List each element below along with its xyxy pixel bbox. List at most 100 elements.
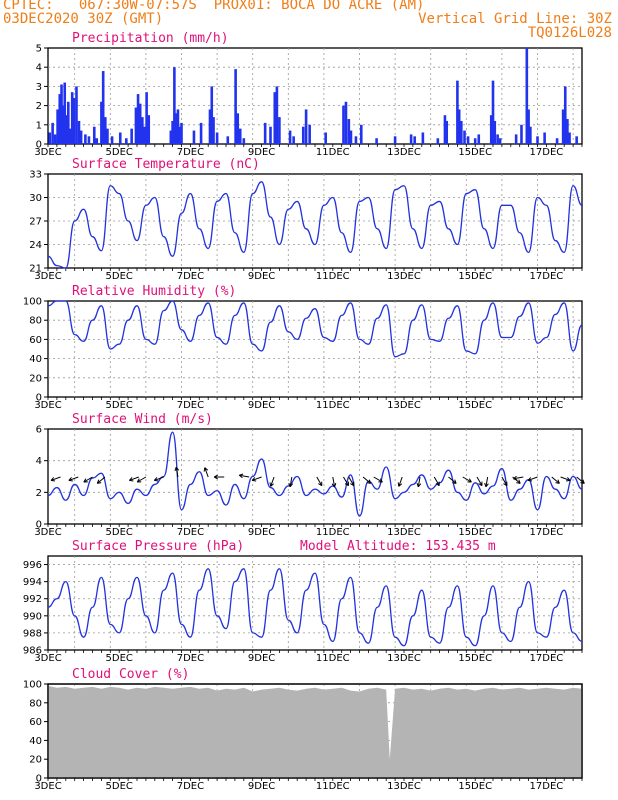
x-tick-label: 7DEC xyxy=(177,781,204,792)
precip-bar xyxy=(543,132,546,144)
x-tick-label: 17DEC xyxy=(530,781,564,792)
wind-arrow xyxy=(343,476,349,487)
wind-arrow xyxy=(136,476,147,483)
panel-2: 21 24 27 30 33 3DEC 5DEC 7DEC 9DEC 11DEC 13DEC 15DE… xyxy=(29,157,583,282)
y-tick-label: 994 xyxy=(23,577,42,588)
x-tick-label: 13DEC xyxy=(387,271,421,282)
precip-bar xyxy=(70,92,74,144)
wind-arrow xyxy=(484,476,489,488)
wind-arrow xyxy=(416,476,422,488)
precip-bar xyxy=(566,119,569,144)
x-tick-label: 3DEC xyxy=(34,527,61,538)
y-tick-label: 992 xyxy=(23,594,42,605)
x-tick-label: 13DEC xyxy=(387,781,421,792)
x-tick-label: 15DEC xyxy=(458,147,492,158)
x-tick-label: 13DEC xyxy=(387,147,421,158)
precip-bar xyxy=(208,109,212,144)
precip-bar xyxy=(273,92,277,144)
precip-bar xyxy=(575,136,578,144)
precip-bar xyxy=(226,136,230,144)
precip-bar xyxy=(118,132,122,144)
wind-arrow xyxy=(96,476,106,484)
y-tick-label: 5 xyxy=(36,44,42,55)
precip-bar xyxy=(421,132,425,144)
precip-bar xyxy=(199,122,203,144)
y-tick-label: 30 xyxy=(29,193,42,204)
precip-bar xyxy=(520,124,523,144)
panel-1: 0 1 2 3 4 5 3DEC 5DEC 7DEC 9DEC 11DEC 13DEC 15DEC 17D… xyxy=(34,31,583,158)
x-tick-label: 15DEC xyxy=(458,271,492,282)
wind-arrow xyxy=(213,474,225,480)
panel-title: Relative Humidity (%) xyxy=(72,284,236,299)
y-tick-label: 21 xyxy=(29,264,42,275)
x-tick-label: 17DEC xyxy=(530,271,564,282)
y-tick-label: 990 xyxy=(23,611,42,622)
x-tick-label: 5DEC xyxy=(106,400,133,411)
x-tick-label: 9DEC xyxy=(248,781,275,792)
wind-arrow xyxy=(83,476,93,483)
precip-bar xyxy=(242,138,246,144)
x-tick-label: 11DEC xyxy=(316,781,350,792)
x-tick-label: 7DEC xyxy=(177,147,204,158)
precip-bar xyxy=(275,86,279,144)
precip-bar xyxy=(263,122,267,144)
precip-bar xyxy=(171,120,174,144)
precip-bar xyxy=(136,94,140,144)
panel-title: Surface Temperature (nC) xyxy=(72,157,260,172)
precip-bar xyxy=(354,136,358,144)
x-tick-label: 3DEC xyxy=(34,147,61,158)
precip-bar xyxy=(409,134,413,144)
x-tick-label: 5DEC xyxy=(106,147,133,158)
precip-bar xyxy=(238,128,242,144)
y-tick-label: 60 xyxy=(29,335,42,346)
precip-bar xyxy=(563,86,567,144)
precip-bar xyxy=(60,84,63,144)
x-tick-label: 13DEC xyxy=(387,527,421,538)
precip-bar xyxy=(63,82,67,144)
precip-bar xyxy=(87,136,91,144)
precip-bar xyxy=(100,101,103,144)
panel-6: 0 20 40 60 80 100 3DEC 5DEC 7DEC 9DEC 11DEC 13DEC 15… xyxy=(23,667,583,792)
precip-bar xyxy=(180,122,183,144)
y-tick-label: 0 xyxy=(36,520,42,531)
precip-bar xyxy=(466,136,470,144)
y-tick-label: 20 xyxy=(29,373,42,384)
precip-bar xyxy=(101,71,105,144)
y-tick-label: 27 xyxy=(29,217,42,228)
x-tick-label: 7DEC xyxy=(177,527,204,538)
y-tick-label: 80 xyxy=(29,316,42,327)
precip-bar xyxy=(53,134,57,144)
precip-bar xyxy=(473,138,477,144)
precip-bar xyxy=(342,105,345,144)
wind-arrow xyxy=(129,476,139,482)
precip-bar xyxy=(72,97,76,144)
precip-bar xyxy=(48,132,52,144)
precip-bar xyxy=(477,134,481,144)
x-tick-label: 17DEC xyxy=(530,653,564,664)
y-tick-label: 0 xyxy=(36,393,42,404)
wind-arrow xyxy=(513,475,524,481)
y-tick-label: 100 xyxy=(23,680,42,691)
series-line xyxy=(47,300,583,358)
y-tick-label: 986 xyxy=(23,646,42,657)
precip-bar xyxy=(436,138,440,144)
wind-arrow xyxy=(238,473,250,479)
x-tick-label: 9DEC xyxy=(248,271,275,282)
x-tick-label: 5DEC xyxy=(106,271,133,282)
x-tick-label: 17DEC xyxy=(530,400,564,411)
x-tick-label: 7DEC xyxy=(177,400,204,411)
precip-bar xyxy=(498,138,502,144)
precip-bar xyxy=(347,119,351,144)
y-tick-label: 4 xyxy=(36,63,42,74)
y-tick-label: 60 xyxy=(29,717,42,728)
wind-arrow xyxy=(153,476,164,482)
x-tick-label: 11DEC xyxy=(316,527,350,538)
panel-4: 0 2 4 6 3DEC 5DEC 7DEC 9DEC 11DEC 13DEC 15DEC 17DEC… xyxy=(34,412,585,538)
precip-bar xyxy=(375,138,378,144)
precip-bar xyxy=(445,120,449,144)
precip-bar xyxy=(58,94,62,144)
y-tick-label: 4 xyxy=(36,456,42,467)
precip-bar xyxy=(514,134,518,144)
y-tick-label: 20 xyxy=(29,755,42,766)
header-model-id: TQ0126L028 xyxy=(527,25,612,41)
